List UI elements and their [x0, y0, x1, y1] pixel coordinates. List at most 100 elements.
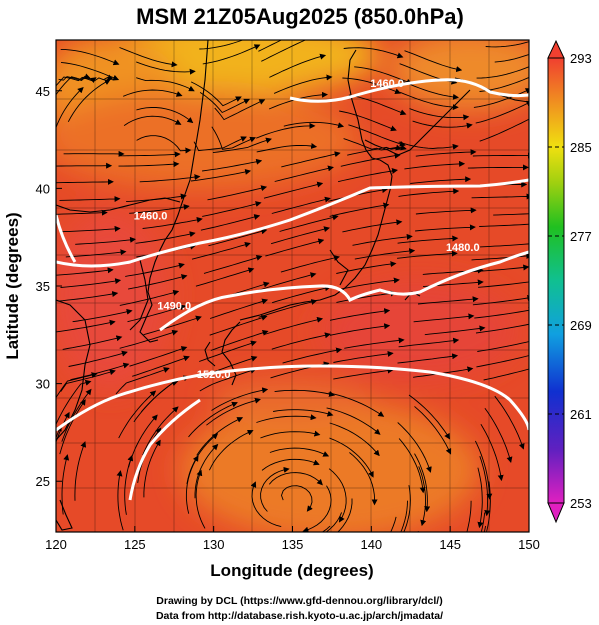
- wind-streamline: [123, 115, 182, 126]
- wind-streamline: [143, 439, 161, 498]
- wind-streamline: [132, 355, 190, 377]
- wind-streamline: [56, 319, 116, 333]
- wind-streamline: [283, 121, 345, 129]
- wind-streamline: [494, 54, 529, 63]
- wind-streamline: [62, 335, 123, 350]
- wind-streamline: [479, 456, 491, 517]
- wind-streamline: [264, 316, 324, 335]
- wind-streamline: [414, 453, 431, 513]
- wind-streamline: [342, 219, 403, 233]
- wind-streamline: [344, 337, 405, 349]
- wind-streamline: [483, 525, 487, 532]
- wind-streamline: [193, 136, 247, 152]
- wind-streamline: [61, 388, 92, 442]
- wind-streamline: [479, 243, 529, 248]
- wind-streamline: [261, 40, 317, 62]
- wind-streamline: [139, 174, 201, 183]
- wind-streamline: [56, 162, 113, 169]
- wind-streamline: [115, 367, 170, 395]
- wind-streamline: [348, 94, 407, 116]
- wind-streamline: [119, 289, 180, 306]
- wind-streamline: [326, 407, 381, 435]
- wind-streamline: [336, 290, 397, 303]
- wind-streamline: [409, 108, 470, 121]
- wind-streamline: [268, 472, 323, 486]
- wind-streamline: [142, 216, 203, 229]
- wind-streamline: [343, 138, 402, 151]
- x-tick-label: 130: [203, 537, 225, 552]
- wind-streamline: [337, 168, 398, 183]
- wind-streamline: [74, 441, 87, 501]
- x-tick-label: 120: [45, 537, 67, 552]
- wind-streamline: [472, 295, 529, 306]
- wind-streamline: [475, 323, 529, 334]
- wind-streamline: [480, 512, 486, 532]
- wind-streamline: [410, 176, 472, 184]
- contour-labels: 1460.0 1460.0 1480.0 1490.0 1520.0: [134, 78, 480, 381]
- wind-streamline: [354, 66, 413, 85]
- wind-streamline: [333, 350, 394, 363]
- wind-streamline: [398, 141, 459, 150]
- wind-streamline: [263, 181, 324, 199]
- wind-streamline: [210, 329, 269, 351]
- wind-streamline: [273, 409, 334, 417]
- colorbar: 293 285 277 269 261 253: [547, 39, 592, 524]
- wind-streamline: [207, 185, 268, 201]
- colorbar-bottom-triangle: [547, 502, 565, 524]
- wind-streamline: [214, 99, 266, 121]
- colorbar-gradient: [547, 57, 565, 504]
- wind-streamline: [475, 100, 529, 124]
- x-tick-label: 150: [518, 537, 540, 552]
- wind-streamline: [486, 481, 491, 532]
- wind-streamline: [274, 165, 334, 182]
- plot-area: 1460.0 1460.0 1480.0 1490.0 1520.0: [56, 40, 529, 532]
- wind-streamline: [257, 272, 317, 291]
- wind-streamline: [349, 452, 378, 506]
- wind-streamline: [390, 516, 397, 532]
- wind-streamline: [195, 267, 255, 287]
- wind-streamline: [468, 264, 529, 273]
- colorbar-tick-label: 293: [570, 51, 592, 66]
- wind-streamline: [59, 399, 86, 455]
- wind-streamline: [340, 152, 401, 167]
- wind-streamline: [250, 481, 282, 528]
- wind-streamline: [471, 193, 529, 200]
- wind-streamline: [279, 214, 339, 232]
- contour-label: 1460.0: [134, 211, 168, 223]
- colorbar-top-triangle: [547, 39, 565, 59]
- wind-streamline: [328, 392, 385, 417]
- wind-streamline: [270, 226, 330, 245]
- wind-streamline: [127, 304, 187, 323]
- wind-streamline: [280, 255, 340, 273]
- wind-streamline: [118, 161, 180, 168]
- wind-streamline: [200, 214, 261, 231]
- wind-streamline: [60, 278, 122, 288]
- wind-streamline: [116, 470, 124, 531]
- y-tick-label: 45: [36, 84, 50, 99]
- wind-streamline: [474, 307, 529, 319]
- wind-streamline: [56, 424, 62, 440]
- contour-label: 1490.0: [157, 300, 191, 312]
- wind-streamline: [75, 236, 136, 245]
- wind-streamline: [260, 466, 290, 512]
- wind-streamline: [472, 152, 529, 159]
- wind-streamline: [60, 48, 120, 66]
- colorbar-tick-label: 269: [570, 318, 592, 333]
- wind-streamline: [67, 79, 111, 123]
- x-tick-label: 140: [360, 537, 382, 552]
- wind-streamline: [269, 447, 330, 457]
- wind-streamline: [190, 168, 252, 182]
- wind-streamline: [404, 50, 463, 73]
- wind-streamline: [329, 308, 391, 321]
- wind-streamline: [398, 188, 460, 197]
- wind-streamline: [328, 468, 347, 523]
- wind-streamline: [337, 498, 353, 532]
- y-tick-label: 35: [36, 279, 50, 294]
- wind-streamline: [124, 454, 134, 515]
- wind-streamline: [348, 124, 406, 147]
- wind-streamline: [194, 443, 219, 499]
- wind-streamline: [136, 107, 194, 124]
- wind-streamline: [185, 455, 199, 514]
- wind-streamline: [336, 261, 397, 274]
